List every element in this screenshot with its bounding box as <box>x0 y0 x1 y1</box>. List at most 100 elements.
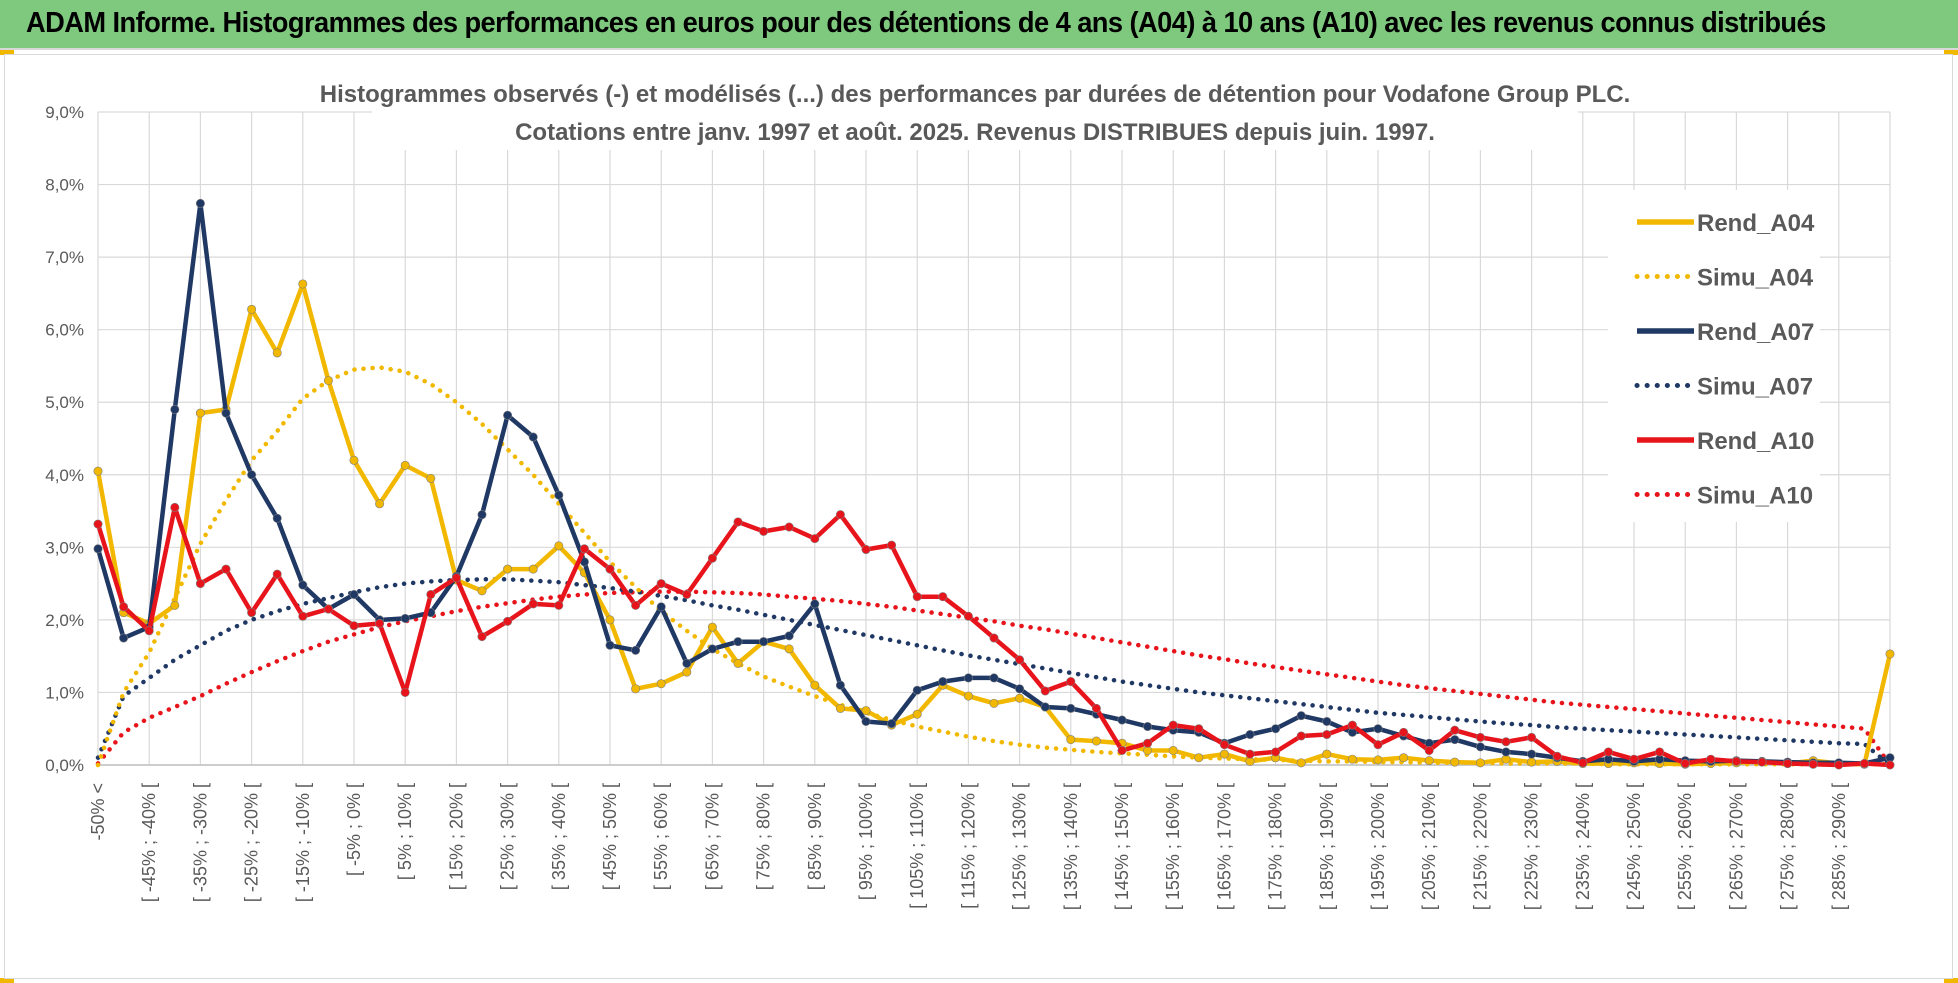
legend-label: Rend_A10 <box>1697 428 1814 455</box>
data-point <box>733 658 743 668</box>
data-point <box>1015 655 1025 665</box>
data-point <box>272 348 282 358</box>
data-point <box>707 622 717 632</box>
y-tick-label: 8,0% <box>45 176 84 195</box>
data-point <box>733 637 743 647</box>
data-point <box>554 600 564 610</box>
data-point <box>298 279 308 289</box>
data-point <box>1424 745 1434 755</box>
data-point <box>1347 720 1357 730</box>
data-point <box>631 645 641 655</box>
data-point <box>528 432 538 442</box>
chart-title-group: Histogrammes observés (-) et modélisés (… <box>320 76 1630 150</box>
data-point <box>221 408 231 418</box>
legend-label: Rend_A04 <box>1697 210 1815 237</box>
data-point <box>170 600 180 610</box>
y-tick-label: 0,0% <box>45 756 84 775</box>
data-point <box>835 703 845 713</box>
data-point <box>554 490 564 500</box>
data-point <box>93 544 103 554</box>
corner-accent <box>1944 978 1958 983</box>
title-banner: ADAM Informe. Histogrammes des performan… <box>0 0 1958 50</box>
data-point <box>477 586 487 596</box>
data-point <box>298 611 308 621</box>
data-point <box>835 510 845 520</box>
data-point <box>247 470 257 480</box>
x-tick-label: [ 35% ; 40% [ <box>549 783 569 890</box>
data-point <box>1424 756 1434 766</box>
data-point <box>170 502 180 512</box>
data-point <box>605 640 615 650</box>
data-point <box>349 455 359 465</box>
data-point <box>1091 703 1101 713</box>
data-point <box>989 673 999 683</box>
data-point <box>451 573 461 583</box>
legend-label: Simu_A04 <box>1697 265 1814 292</box>
data-point <box>375 619 385 629</box>
data-point <box>477 632 487 642</box>
data-point <box>272 513 282 523</box>
x-tick-label: [ -15% ; -10% [ <box>293 783 313 902</box>
series <box>93 198 1895 770</box>
x-tick-label: [ 245% ; 250% [ <box>1624 783 1644 910</box>
corner-accent <box>1944 50 1958 55</box>
x-tick-label: [ -25% ; -20% [ <box>242 783 262 902</box>
data-point <box>1834 760 1844 770</box>
data-point <box>170 404 180 414</box>
x-tick-label: [ 225% ; 230% [ <box>1522 783 1542 910</box>
data-point <box>1629 754 1639 764</box>
data-point <box>1015 684 1025 694</box>
x-tick-label: [ 55% ; 60% [ <box>651 783 671 890</box>
x-tick-label: [ 135% ; 140% [ <box>1061 783 1081 910</box>
data-point <box>323 375 333 385</box>
legend-item: Rend_A04 <box>1637 210 1815 237</box>
series-simu-a07 <box>95 577 1893 768</box>
x-tick-label: [ 275% ; 280% [ <box>1778 783 1798 910</box>
data-point <box>861 706 871 716</box>
data-point <box>323 604 333 614</box>
y-tick-label: 9,0% <box>45 103 84 122</box>
x-tick-label: [ 75% ; 80% [ <box>754 783 774 890</box>
x-tick-label: [ 5% ; 10% [ <box>395 783 415 880</box>
data-point <box>810 599 820 609</box>
data-point <box>1373 755 1383 765</box>
data-point <box>938 592 948 602</box>
x-tick-label: [ 145% ; 150% [ <box>1112 783 1132 910</box>
data-point <box>1450 735 1460 745</box>
data-point <box>1040 686 1050 696</box>
chart-subtitle: Cotations entre janv. 1997 et août. 2025… <box>515 119 1435 146</box>
data-point <box>656 679 666 689</box>
data-point <box>1501 747 1511 757</box>
x-tick-label: [ 15% ; 20% [ <box>446 783 466 890</box>
data-point <box>247 304 257 314</box>
data-point <box>1475 742 1485 752</box>
data-point <box>1168 745 1178 755</box>
x-tick-label: [ 105% ; 110% [ <box>907 783 927 909</box>
data-point <box>119 602 129 612</box>
data-point <box>605 564 615 574</box>
legend-item: Simu_A07 <box>1634 374 1813 401</box>
data-point <box>1066 677 1076 687</box>
series-line <box>95 577 1893 768</box>
data-point <box>1322 749 1332 759</box>
y-tick-label: 6,0% <box>45 321 84 340</box>
data-point <box>1066 703 1076 713</box>
data-point <box>1219 740 1229 750</box>
data-point <box>1168 720 1178 730</box>
data-point <box>938 677 948 687</box>
data-point <box>1015 693 1025 703</box>
x-tick-label: -50% < <box>88 783 108 841</box>
data-point <box>247 608 257 618</box>
data-point <box>1757 757 1767 767</box>
legend-item: Rend_A07 <box>1637 319 1814 346</box>
data-point <box>1194 753 1204 763</box>
data-point <box>1271 747 1281 757</box>
x-tick-label: [ 65% ; 70% [ <box>702 783 722 890</box>
series-rend-a10 <box>93 502 1895 770</box>
data-point <box>400 687 410 697</box>
data-point <box>1194 724 1204 734</box>
data-point <box>1143 738 1153 748</box>
data-point <box>503 410 513 420</box>
